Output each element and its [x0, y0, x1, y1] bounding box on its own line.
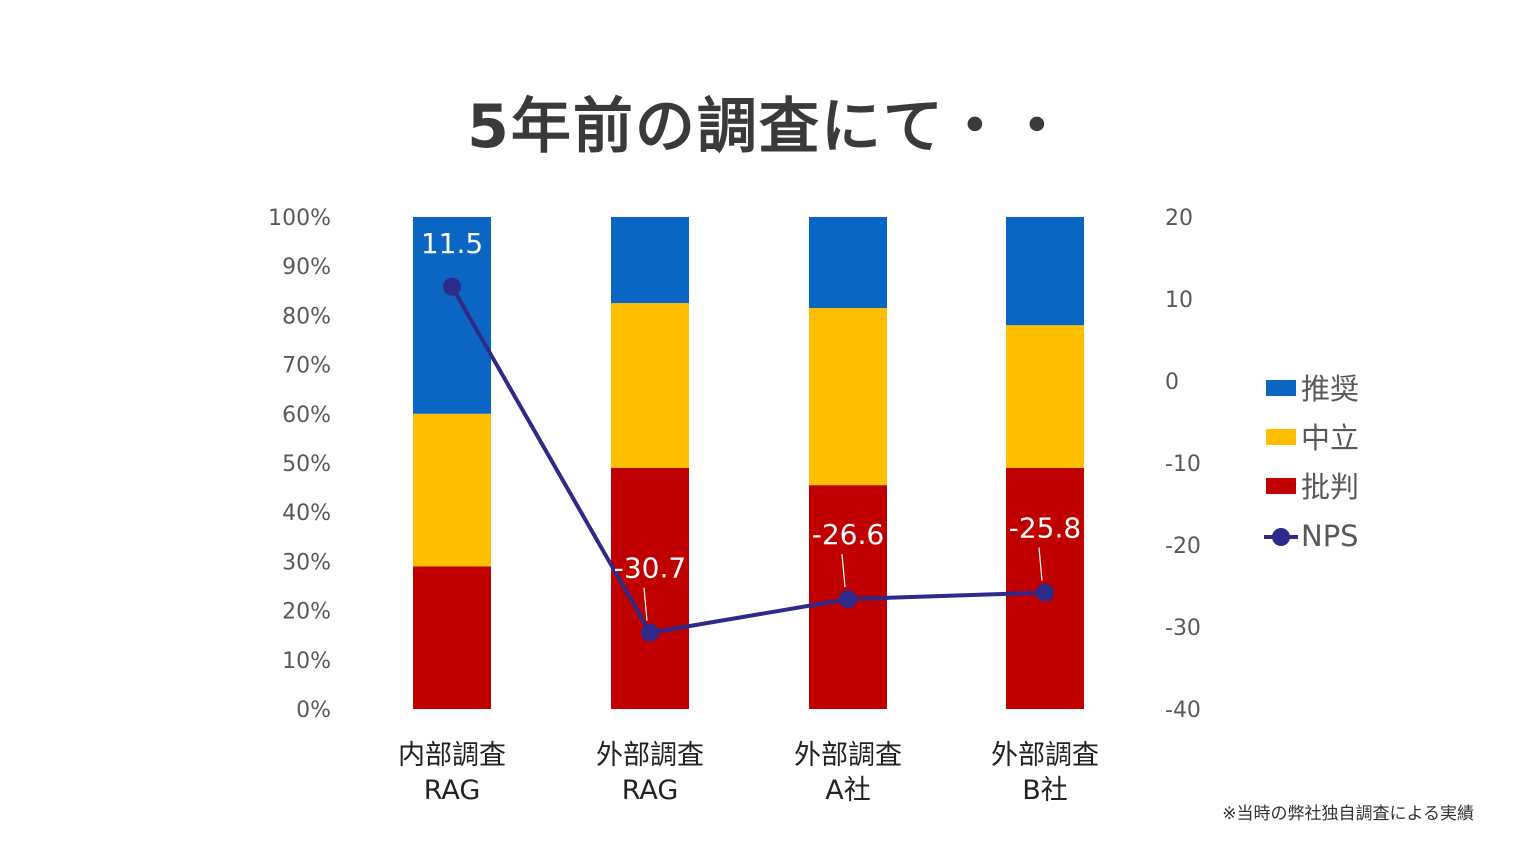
bar-segment-中立 [413, 413, 491, 567]
bar-segment-推奨 [809, 217, 887, 309]
legend-swatch [1266, 478, 1296, 494]
left-axis-tick-label: 60% [282, 403, 331, 428]
category-label: RAG [424, 775, 481, 806]
bar-segment-中立 [1006, 325, 1084, 468]
right-axis-tick-label: -30 [1165, 616, 1201, 641]
left-axis-tick-label: 10% [282, 649, 331, 674]
legend-label: 批判 [1301, 470, 1359, 504]
left-axis-tick-label: 40% [282, 501, 331, 526]
chart-title: 5年前の調査にて・・ [467, 92, 1069, 162]
nps-data-label: -30.7 [614, 552, 686, 585]
nps-leader-line [1038, 547, 1043, 581]
category-label: B社 [1022, 775, 1068, 806]
left-axis-tick-label: 80% [282, 304, 331, 329]
legend-swatch [1266, 380, 1296, 396]
nps-data-label: -25.8 [1009, 512, 1081, 545]
left-axis-tick-label: 20% [282, 600, 331, 625]
left-axis-tick-label: 70% [282, 354, 331, 379]
nps-data-label: 11.5 [421, 227, 483, 260]
left-axis-tick-label: 30% [282, 550, 331, 575]
category-label: 外部調査 [794, 740, 902, 771]
nps-marker [1036, 583, 1054, 602]
bar-segment-中立 [809, 308, 887, 486]
right-axis-tick-label: 20 [1165, 206, 1193, 231]
bar-segment-推奨 [1006, 217, 1084, 326]
category-label: 外部調査 [991, 740, 1099, 771]
nps-line [450, 285, 1046, 635]
left-axis-tick-label: 0% [296, 698, 331, 723]
legend-label: 推奨 [1301, 372, 1359, 406]
nps-marker [641, 623, 659, 642]
bar-segment-中立 [611, 303, 689, 468]
legend-swatch [1266, 429, 1296, 445]
legend-label: 中立 [1301, 421, 1359, 455]
category-label: 内部調査 [398, 740, 506, 771]
footnote: ※当時の弊社独自調査による実績 [1222, 804, 1474, 824]
right-axis-tick-label: -40 [1165, 698, 1201, 723]
nps-marker [839, 590, 857, 609]
right-axis-tick-label: -10 [1165, 452, 1201, 477]
right-axis-tick-label: -20 [1165, 534, 1201, 559]
category-label: A社 [825, 775, 870, 806]
nps-data-label: -26.6 [812, 518, 884, 551]
category-label: 外部調査 [596, 740, 704, 771]
left-axis-tick-label: 90% [282, 255, 331, 280]
nps-leader-line [841, 554, 846, 588]
bar-segment-推奨 [611, 217, 689, 304]
legend-marker [1272, 528, 1290, 546]
bar-segment-批判 [413, 566, 491, 709]
right-axis-tick-label: 10 [1165, 288, 1193, 313]
legend-label: NPS [1301, 519, 1359, 553]
nps-marker [443, 277, 461, 296]
left-axis-tick-label: 50% [282, 452, 331, 477]
right-axis-tick-label: 0 [1165, 370, 1179, 395]
category-label: RAG [622, 775, 679, 806]
nps-leader-line [643, 587, 648, 621]
left-axis-tick-label: 100% [268, 206, 331, 231]
bar-segment-推奨 [413, 217, 491, 414]
